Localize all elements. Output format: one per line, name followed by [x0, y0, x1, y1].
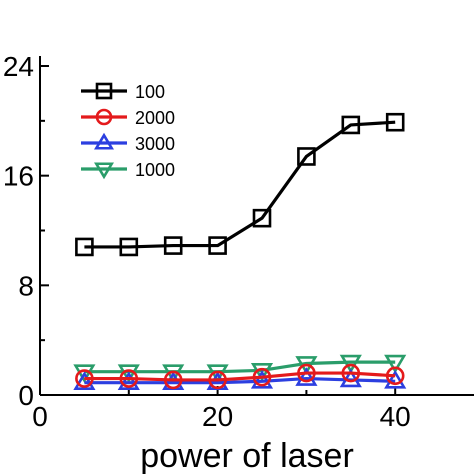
legend-marker [95, 82, 113, 100]
data-point [341, 115, 361, 135]
data-point [163, 370, 183, 390]
data-point [297, 363, 316, 383]
x-tick-label: 20 [202, 401, 233, 432]
plot-series [73, 112, 407, 390]
legend-label: 3000 [135, 134, 175, 154]
data-point [297, 147, 316, 166]
data-point [208, 370, 227, 390]
y-tick-label: 24 [3, 51, 34, 82]
data-point [252, 367, 272, 387]
data-point [385, 112, 405, 132]
data-point [384, 369, 407, 389]
data-point [75, 369, 94, 388]
legend-item: 1000 [81, 160, 175, 180]
data-point [252, 208, 272, 228]
data-point [295, 367, 318, 386]
legend-label: 1000 [135, 160, 175, 180]
data-point [119, 237, 139, 257]
data-point [119, 369, 139, 388]
legend: 100 2000 3000 1000 [81, 82, 175, 180]
data-point [73, 371, 96, 390]
data-point [163, 236, 183, 255]
data-point [384, 354, 407, 374]
data-point [75, 237, 94, 257]
legend-item: 100 [81, 82, 165, 102]
legend-label: 100 [135, 82, 165, 102]
series-100 [75, 112, 405, 257]
series-line [84, 360, 396, 374]
series-line [84, 120, 396, 249]
series-1000 [73, 354, 407, 384]
legend-item: 3000 [81, 132, 175, 154]
data-point [339, 354, 362, 374]
legend-item: 2000 [81, 108, 175, 128]
data-point [250, 369, 274, 389]
y-tick-label: 8 [18, 270, 34, 301]
x-tick-label: 0 [32, 401, 48, 432]
data-point [208, 236, 227, 255]
data-point [295, 356, 318, 375]
legend-marker [94, 162, 114, 180]
x-tick-label: 40 [380, 401, 411, 432]
legend-marker [94, 132, 114, 150]
y-tick-label: 16 [3, 161, 34, 192]
data-point [117, 371, 140, 390]
x-axis-title: power of laser [140, 437, 354, 474]
axes: 0 20 40 0 8 16 24 [3, 51, 474, 432]
legend-label: 2000 [135, 108, 175, 128]
series-2000 [75, 363, 405, 390]
legend-marker [95, 108, 113, 126]
data-point [385, 366, 405, 386]
y-tick-label: 0 [18, 380, 34, 411]
data-point [341, 363, 361, 383]
